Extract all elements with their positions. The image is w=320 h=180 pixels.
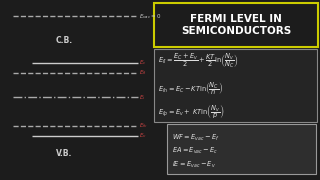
Text: $E_{fn} = E_C - KT\ln\!\left(\dfrac{N_C}{n}\right)$: $E_{fn} = E_C - KT\ln\!\left(\dfrac{N_C}…	[158, 81, 224, 97]
Text: $EA = E_{vac} - E_c$: $EA = E_{vac} - E_c$	[172, 146, 218, 156]
Text: $E_v$: $E_v$	[139, 131, 147, 140]
Text: $E_i$: $E_i$	[139, 93, 146, 102]
Text: $E_{fi} = \dfrac{E_C+E_v}{2}+\dfrac{KT}{2}\ln\!\left(\dfrac{N_v}{N_C}\right)$: $E_{fi} = \dfrac{E_C+E_v}{2}+\dfrac{KT}{…	[158, 51, 239, 69]
Text: $E_{fi}$: $E_{fi}$	[139, 68, 147, 77]
Text: $IE = E_{vac} - E_v$: $IE = E_{vac} - E_v$	[172, 160, 216, 170]
FancyBboxPatch shape	[154, 3, 318, 47]
Text: $E_{fv}$: $E_{fv}$	[139, 122, 148, 130]
Text: $E_{vac}=0$: $E_{vac}=0$	[139, 12, 162, 21]
FancyBboxPatch shape	[154, 49, 317, 122]
Text: FERMI LEVEL IN
SEMICONDUCTORS: FERMI LEVEL IN SEMICONDUCTORS	[181, 14, 291, 36]
Text: C.B.: C.B.	[55, 36, 73, 45]
Text: $E_c$: $E_c$	[139, 58, 147, 68]
FancyBboxPatch shape	[167, 124, 316, 174]
Text: $WF = E_{vac} - E_f$: $WF = E_{vac} - E_f$	[172, 133, 220, 143]
Text: $E_{fp} = E_v + \ KT\ln\!\left(\dfrac{N_v}{p}\right)$: $E_{fp} = E_v + \ KT\ln\!\left(\dfrac{N_…	[158, 104, 225, 121]
Text: V.B.: V.B.	[56, 149, 72, 158]
